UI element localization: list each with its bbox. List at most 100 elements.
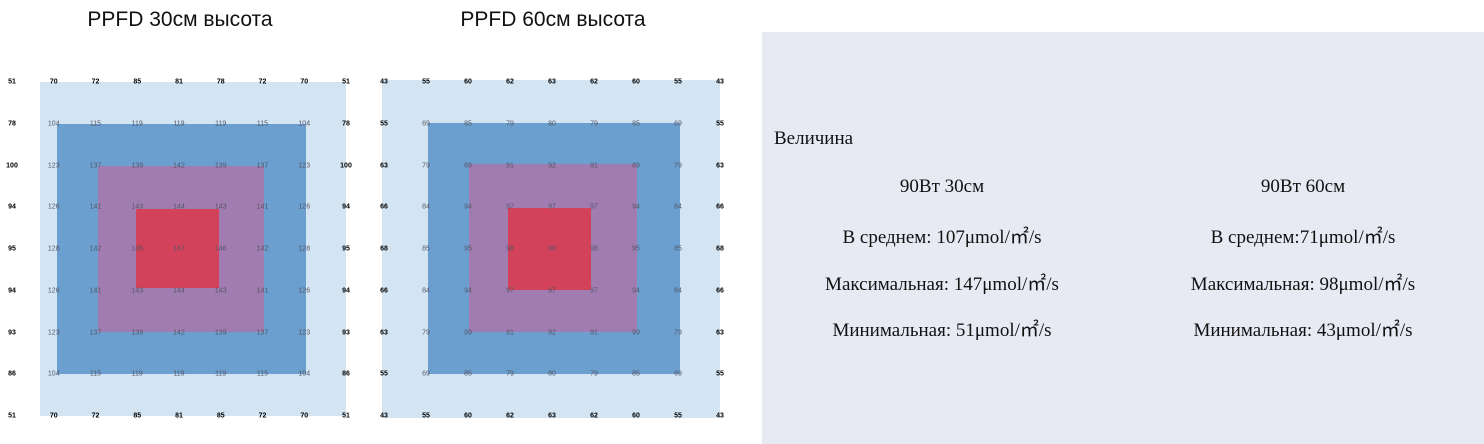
grid-value: 43 — [716, 78, 724, 86]
grid-value: 119 — [173, 370, 185, 378]
grid-value: 85 — [133, 78, 142, 86]
grid-value: 93 — [342, 329, 350, 336]
grid-value: 95 — [464, 245, 472, 253]
grid-value: 51 — [8, 412, 16, 420]
grid-value: 123 — [298, 329, 311, 336]
grid-value: 85 — [632, 120, 640, 128]
grid-value: 89 — [632, 162, 640, 169]
grid-value: 72 — [91, 78, 100, 86]
summary-label: Величина — [774, 128, 854, 149]
grid-value: 91 — [590, 329, 598, 336]
grid-value: 139 — [131, 329, 144, 336]
grid-value: 70 — [49, 412, 58, 420]
grid-value: 68 — [380, 245, 388, 253]
grid-value: 146 — [131, 245, 144, 253]
grid-value: 63 — [716, 162, 724, 169]
grid-value: 142 — [256, 245, 269, 253]
grid-value: 62 — [506, 412, 514, 420]
grid-value: 55 — [716, 370, 724, 378]
grid-value: 79 — [506, 370, 514, 378]
grid-value: 69 — [422, 370, 430, 378]
grid-value: 70 — [49, 78, 58, 86]
grid-value: 141 — [256, 287, 269, 295]
grid-value: 98 — [590, 245, 598, 253]
grid-value: 126 — [298, 287, 311, 295]
grid-value: 63 — [548, 412, 556, 420]
grid-value: 66 — [716, 287, 724, 295]
grid-value: 99 — [632, 329, 640, 336]
grid-value: 115 — [89, 370, 102, 378]
summary-min: Минимальная: 43μmol/㎡/s — [1193, 320, 1413, 341]
summary-max: Максимальная: 147μmol/㎡/s — [825, 274, 1059, 295]
grid-value: 94 — [632, 203, 640, 211]
grid-value: 115 — [256, 370, 269, 378]
grid-value: 97 — [506, 287, 514, 295]
grid-value: 94 — [342, 287, 350, 295]
grid-value: 66 — [380, 287, 388, 295]
grid-value: 143 — [131, 287, 144, 295]
grid-value: 66 — [380, 203, 388, 211]
grid-value: 94 — [464, 287, 472, 295]
grid-value: 84 — [422, 287, 430, 295]
grid-value: 86 — [342, 370, 350, 378]
grid-value: 84 — [674, 203, 682, 211]
grid-value: 85 — [216, 412, 225, 420]
grid-value: 137 — [89, 329, 102, 336]
grid-value: 95 — [8, 245, 16, 253]
summary-max: Максимальная: 98μmol/㎡/s — [1190, 274, 1416, 295]
grid-value: 141 — [256, 203, 269, 211]
grid-value: 55 — [380, 370, 388, 378]
grid-value: 144 — [173, 203, 185, 211]
grid-value: 98 — [506, 245, 514, 253]
grid-value: 70 — [300, 412, 309, 420]
grid-value: 94 — [342, 203, 350, 211]
grid-value: 137 — [89, 162, 102, 169]
grid-value: 126 — [47, 287, 60, 295]
grid-value: 147 — [173, 245, 185, 253]
grid-value: 55 — [674, 78, 682, 86]
grid-value: 60 — [632, 412, 640, 420]
grid-value: 86 — [8, 370, 16, 378]
grid-value: 95 — [342, 245, 350, 253]
summary-header: 90Вт 30см — [899, 176, 985, 197]
grid-value: 85 — [464, 370, 472, 378]
grid-value: 123 — [47, 162, 60, 169]
grid-value: 84 — [422, 203, 430, 211]
panel-title: PPFD 60см высота — [460, 8, 646, 31]
grid-value: 141 — [89, 203, 102, 211]
grid-value: 143 — [131, 203, 144, 211]
grid-value: 99 — [464, 329, 472, 336]
grid-value: 68 — [716, 245, 724, 253]
grid-value: 139 — [214, 162, 227, 169]
grid-value: 43 — [716, 412, 724, 420]
grid-value: 81 — [175, 412, 183, 420]
grid-value: 97 — [506, 203, 514, 211]
grid-value: 119 — [173, 120, 185, 128]
grid-value: 143 — [214, 203, 227, 211]
grid-value: 92 — [548, 329, 556, 336]
grid-value: 123 — [298, 162, 311, 169]
grid-value: 78 — [216, 78, 225, 86]
grid-value: 104 — [47, 120, 60, 128]
grid-value: 60 — [464, 78, 472, 86]
summary-min: Минимальная: 51μmol/㎡/s — [832, 320, 1052, 341]
grid-value: 119 — [215, 120, 227, 128]
grid-value: 128 — [47, 245, 60, 253]
grid-value: 80 — [548, 370, 556, 378]
grid-value: 70 — [300, 78, 309, 86]
grid-value: 92 — [548, 162, 556, 169]
grid-value: 94 — [8, 287, 16, 295]
grid-value: 43 — [380, 78, 388, 86]
grid-value: 139 — [131, 162, 144, 169]
grid-value: 104 — [47, 370, 60, 378]
grid-value: 62 — [590, 78, 598, 86]
grid-value: 97 — [548, 287, 556, 295]
grid-value: 94 — [632, 287, 640, 295]
grid-value: 62 — [506, 78, 514, 86]
grid-value: 69 — [674, 370, 682, 378]
grid-value: 119 — [131, 370, 143, 378]
grid-value: 60 — [632, 78, 640, 86]
grid-value: 91 — [590, 162, 598, 169]
grid-value: 128 — [298, 245, 311, 253]
zone — [508, 208, 591, 290]
